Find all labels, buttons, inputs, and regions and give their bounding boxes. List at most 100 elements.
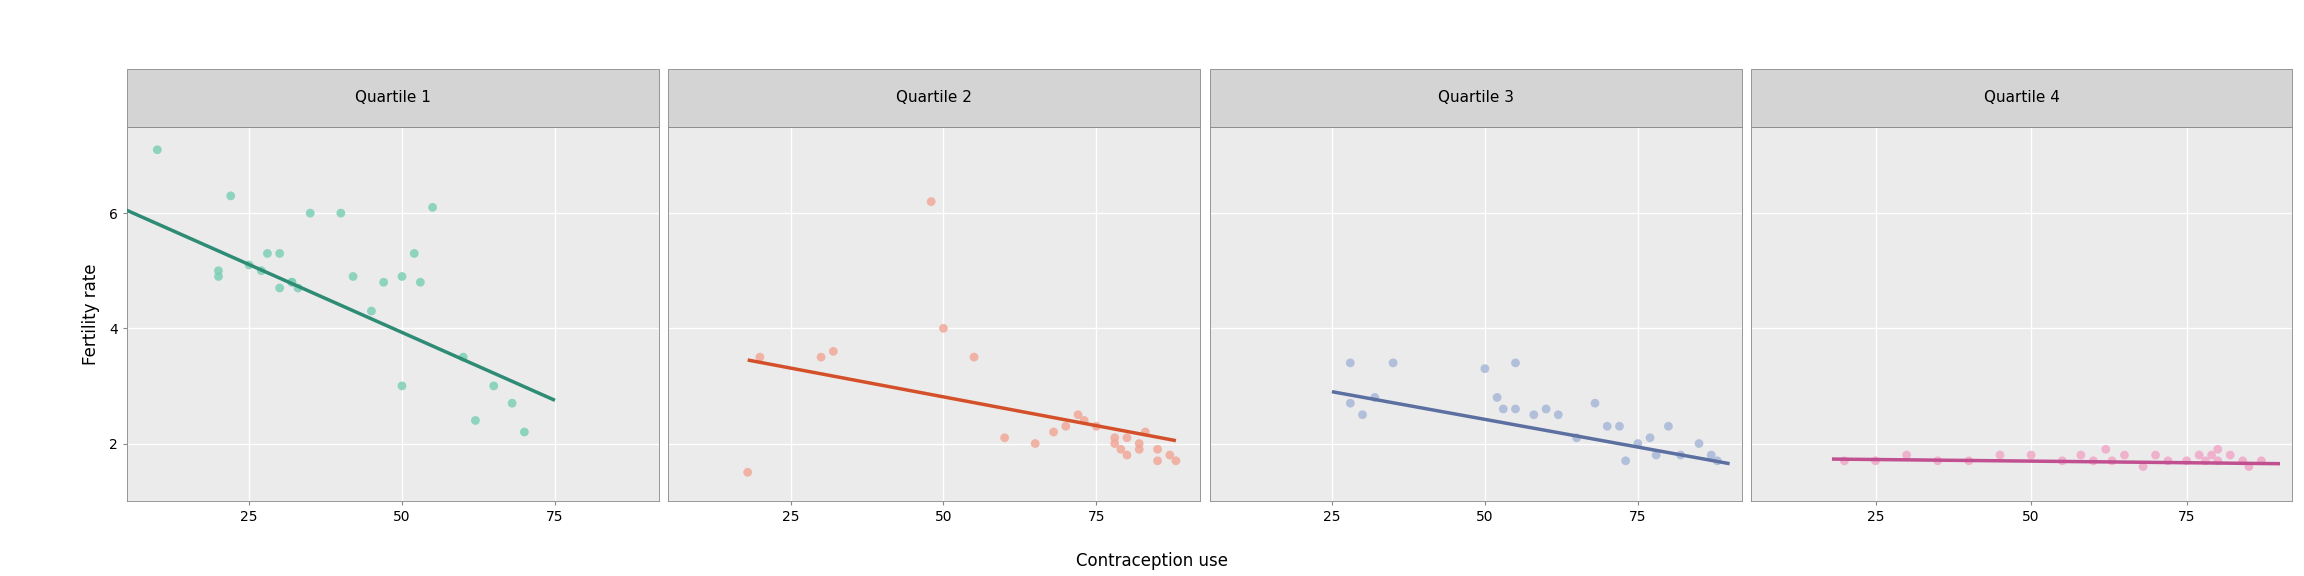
Point <box>2150 456 2186 465</box>
Point <box>1357 393 1394 402</box>
Point <box>2212 450 2249 460</box>
Point <box>1048 422 1085 431</box>
Point <box>1016 439 1053 448</box>
Point <box>1097 439 1134 448</box>
Point <box>1951 456 1988 465</box>
Point <box>1693 450 1730 460</box>
Point <box>1101 445 1138 454</box>
Point <box>1981 450 2018 460</box>
Point <box>1067 416 1104 425</box>
Point <box>260 283 297 293</box>
Point <box>1097 433 1134 442</box>
Point <box>1138 456 1175 465</box>
Point <box>507 427 544 437</box>
Point <box>1516 410 1553 419</box>
Text: Quartile 1: Quartile 1 <box>355 90 431 105</box>
Point <box>2168 456 2205 465</box>
Point <box>2200 445 2237 454</box>
Point <box>730 468 767 477</box>
Point <box>1127 427 1164 437</box>
Point <box>2200 456 2237 465</box>
Point <box>2106 450 2143 460</box>
Point <box>1332 358 1369 367</box>
Point <box>382 381 419 391</box>
Point <box>1498 358 1534 367</box>
Point <box>260 249 297 258</box>
Point <box>1528 404 1564 414</box>
Point <box>742 353 779 362</box>
Point <box>2193 450 2230 460</box>
Point <box>2094 456 2131 465</box>
Point <box>323 209 359 218</box>
Point <box>2044 456 2081 465</box>
Point <box>2124 462 2161 471</box>
Point <box>138 145 175 154</box>
Point <box>1590 422 1627 431</box>
Point <box>2138 450 2175 460</box>
Point <box>1343 410 1380 419</box>
Point <box>242 266 279 275</box>
Point <box>1108 433 1145 442</box>
Point <box>279 283 316 293</box>
Point <box>1479 393 1516 402</box>
Point <box>956 353 993 362</box>
Point <box>2062 450 2099 460</box>
Point <box>924 324 961 333</box>
Point <box>1060 410 1097 419</box>
Point <box>1638 450 1675 460</box>
Point <box>274 278 311 287</box>
Point <box>200 266 237 275</box>
Point <box>382 272 419 281</box>
Point <box>230 260 267 270</box>
Text: Contraception use: Contraception use <box>1076 552 1228 570</box>
Point <box>1539 410 1576 419</box>
Point <box>1465 364 1502 373</box>
Point <box>1857 456 1894 465</box>
Point <box>274 278 311 287</box>
Point <box>816 347 852 356</box>
Point <box>1608 456 1645 465</box>
Point <box>1827 456 1864 465</box>
Point <box>493 399 530 408</box>
Point <box>1601 422 1638 431</box>
Point <box>1034 427 1071 437</box>
Point <box>912 197 949 206</box>
Point <box>1152 450 1189 460</box>
Text: Quartile 4: Quartile 4 <box>1984 90 2060 105</box>
Point <box>2087 445 2124 454</box>
Text: Quartile 3: Quartile 3 <box>1438 90 1514 105</box>
Point <box>1484 404 1521 414</box>
Point <box>200 272 237 281</box>
Point <box>2014 450 2051 460</box>
Point <box>2230 462 2267 471</box>
Y-axis label: Fertility rate: Fertility rate <box>83 263 101 365</box>
Point <box>334 272 371 281</box>
Point <box>1108 450 1145 460</box>
Text: Quartile 2: Quartile 2 <box>896 90 972 105</box>
Point <box>1698 456 1735 465</box>
Point <box>1375 358 1412 367</box>
Point <box>366 278 403 287</box>
Point <box>1889 450 1926 460</box>
Point <box>1120 445 1157 454</box>
Point <box>2186 456 2223 465</box>
Point <box>1620 439 1657 448</box>
Point <box>2180 450 2216 460</box>
Point <box>1332 399 1369 408</box>
Point <box>212 191 249 200</box>
Point <box>1650 422 1687 431</box>
Point <box>1078 422 1115 431</box>
Point <box>415 203 452 212</box>
Point <box>249 249 286 258</box>
Point <box>475 381 511 391</box>
Point <box>1661 450 1698 460</box>
Point <box>2242 456 2279 465</box>
Point <box>1157 456 1193 465</box>
Point <box>1558 433 1594 442</box>
Point <box>2076 456 2113 465</box>
Point <box>401 278 438 287</box>
Point <box>1498 404 1534 414</box>
Point <box>396 249 433 258</box>
Point <box>986 433 1023 442</box>
Point <box>1919 456 1956 465</box>
